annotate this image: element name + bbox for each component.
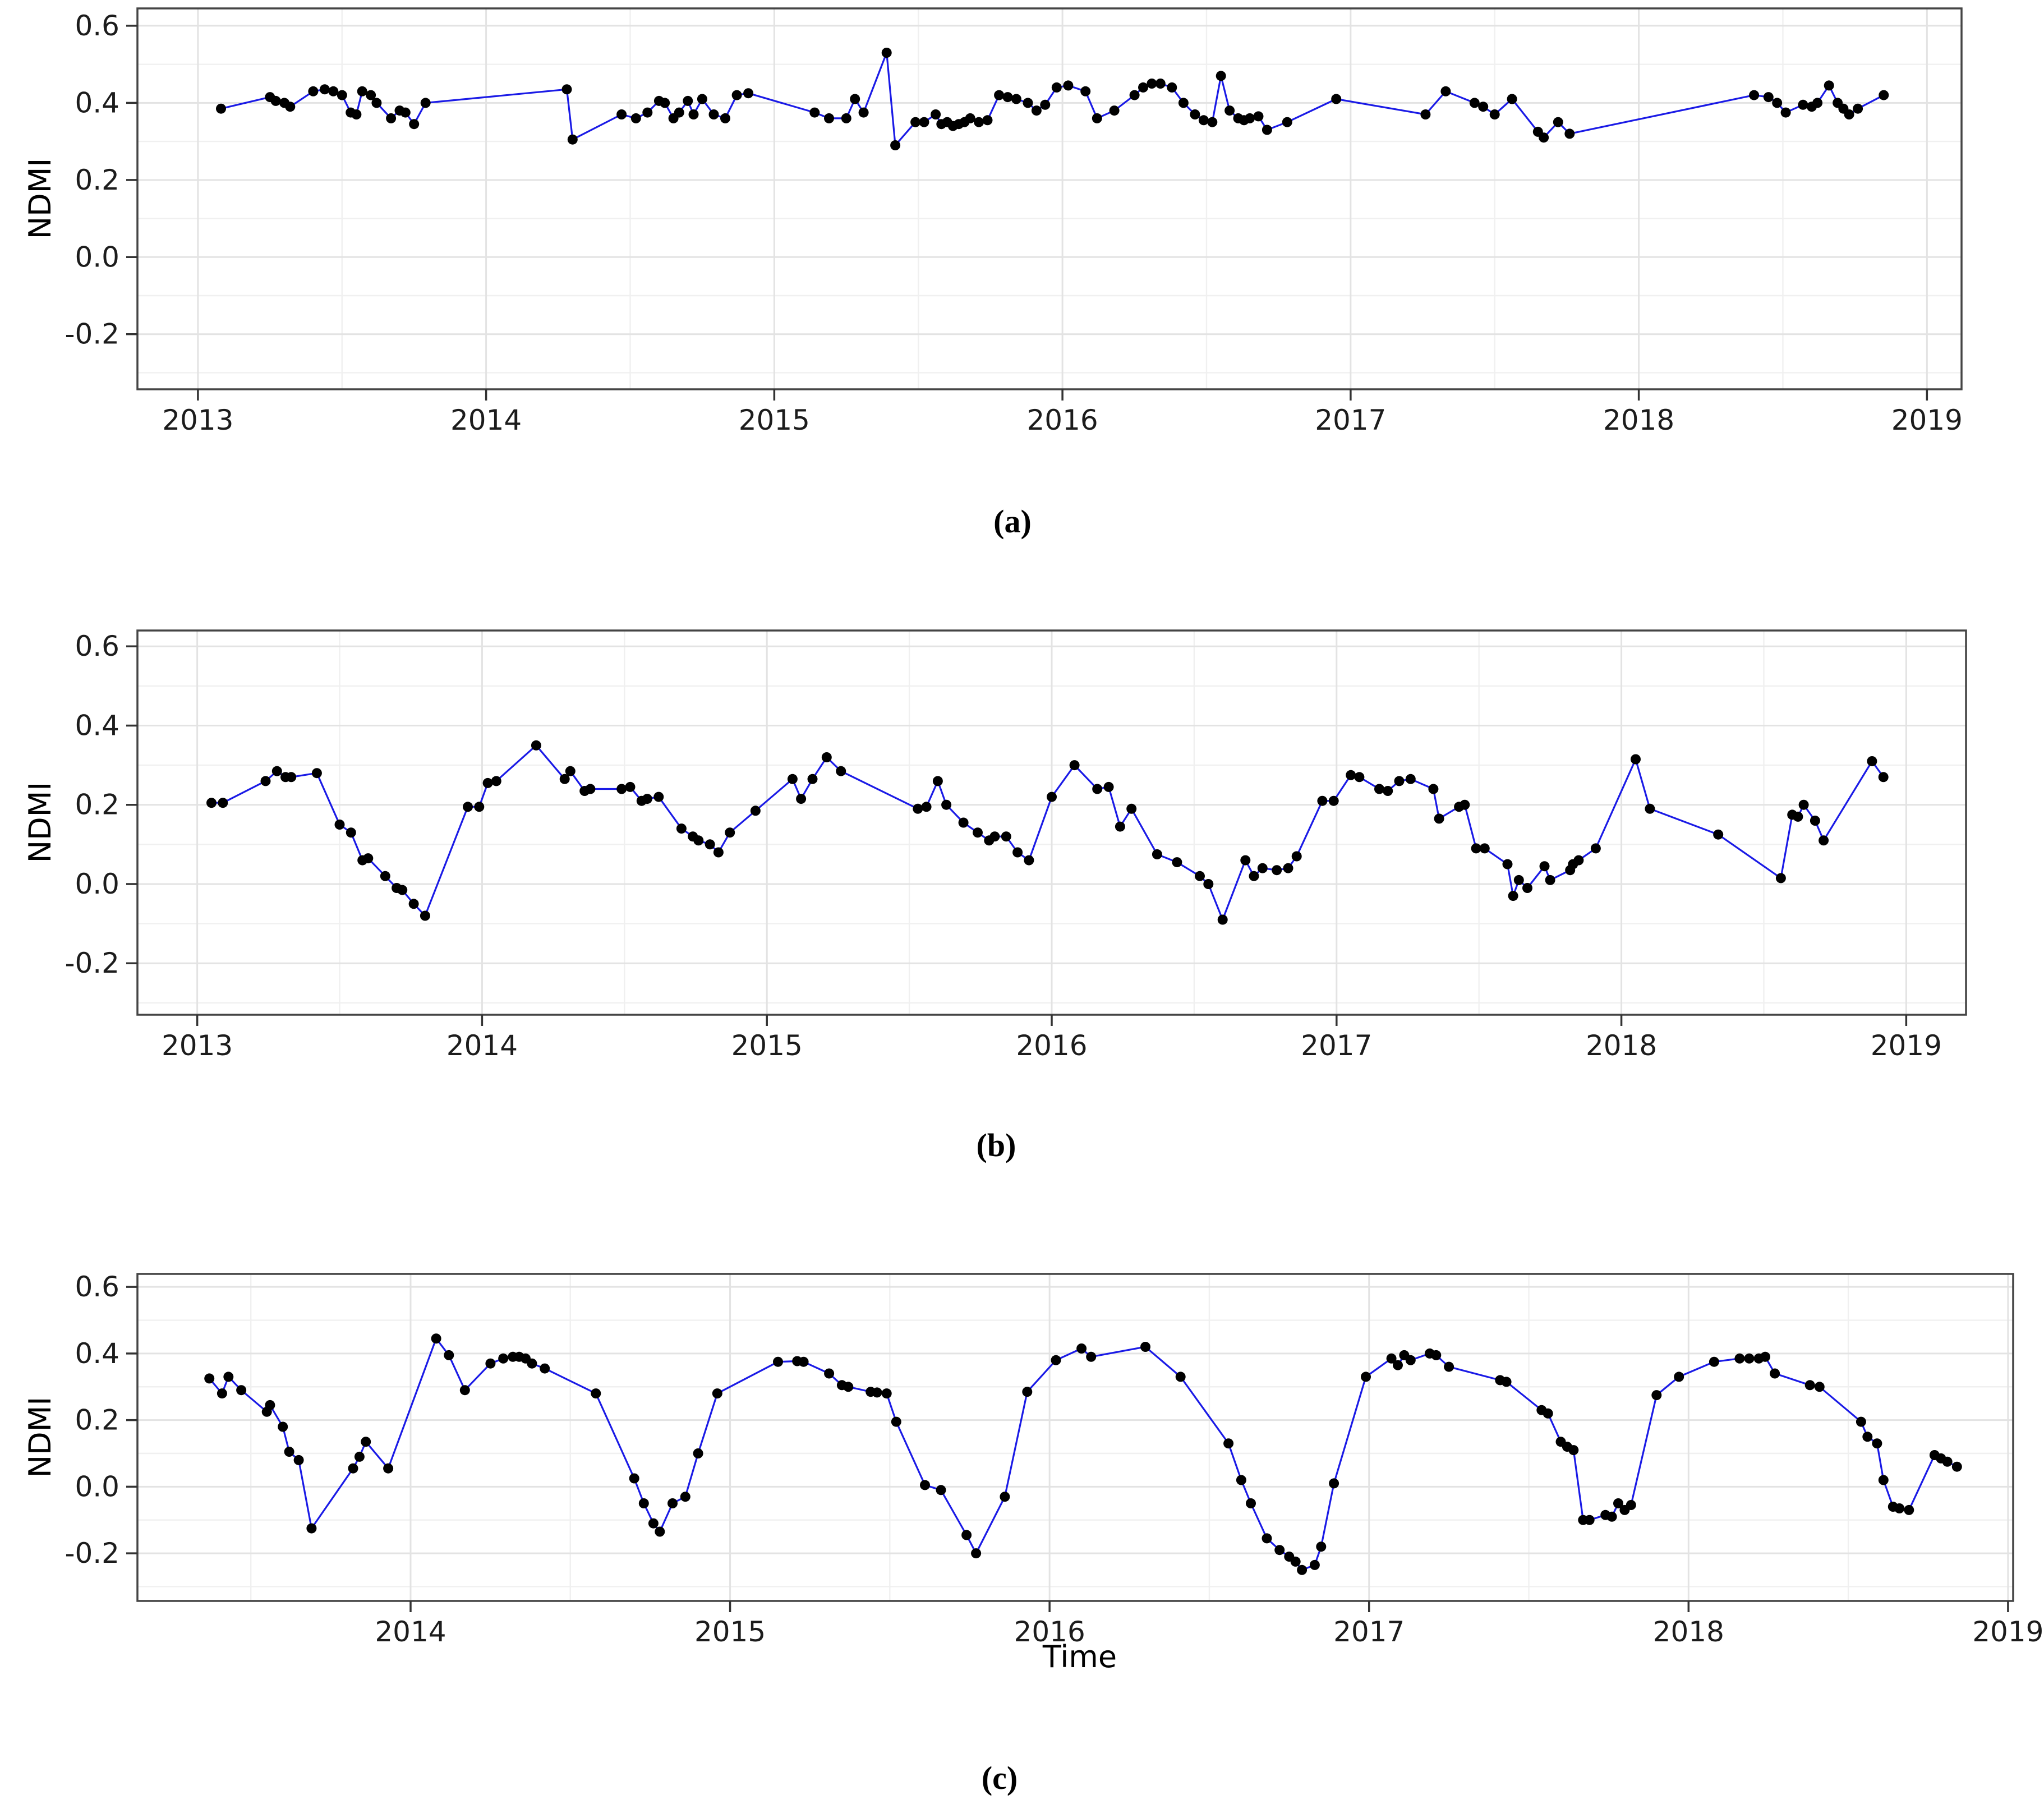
- caption-panel-b: (b): [977, 1126, 1016, 1164]
- x-tick-label: 2016: [1016, 1029, 1087, 1062]
- x-tick-label: 2017: [1333, 1616, 1405, 1648]
- chart-panels: 2013 2014 2015 2016 2017 2018 2019 0.6 0.4 0.2 0.0…: [65, 7, 2044, 1648]
- panel-c-x-axis-title: Time: [1042, 1639, 1117, 1674]
- x-tick-label: 2013: [162, 404, 233, 436]
- y-tick-label: 0.2: [75, 1404, 119, 1437]
- x-tick-label: 2013: [162, 1029, 233, 1062]
- caption-b-text: (b): [976, 1127, 1016, 1163]
- y-tick-label: 0.0: [75, 1470, 119, 1503]
- x-tick-label: 2015: [731, 1029, 803, 1062]
- x-tick-label: 2017: [1315, 404, 1386, 436]
- y-tick-label: 0.6: [75, 10, 119, 42]
- y-tick-label: 0.0: [75, 241, 119, 273]
- caption-panel-a: (a): [993, 503, 1032, 540]
- y-tick-label: 0.6: [75, 1271, 119, 1303]
- panel-c-y-axis-title: NDMI: [22, 1397, 58, 1478]
- x-tick-label: 2019: [1891, 404, 1963, 436]
- panel-a-y-axis-title: NDMI: [22, 158, 58, 240]
- caption-panel-c: (c): [982, 1759, 1018, 1797]
- panel-b-y-axis-title: NDMI: [22, 782, 58, 863]
- caption-c-text: (c): [981, 1760, 1018, 1796]
- y-tick-label: -0.2: [65, 318, 119, 351]
- x-tick-label: 2015: [739, 404, 810, 436]
- x-tick-label: 2016: [1014, 1616, 1085, 1648]
- x-tick-label: 2014: [375, 1616, 446, 1648]
- x-tick-label: 2014: [446, 1029, 518, 1062]
- x-tick-label: 2018: [1653, 1616, 1724, 1648]
- y-tick-label: 0.4: [75, 709, 119, 742]
- x-tick-label: 2016: [1026, 404, 1098, 436]
- caption-a-text: (a): [993, 503, 1032, 540]
- x-tick-label: 2018: [1603, 404, 1674, 436]
- y-tick-label: 0.0: [75, 868, 119, 900]
- x-tick-label: 2017: [1301, 1029, 1372, 1062]
- y-tick-label: -0.2: [65, 1537, 119, 1570]
- panel-a-plot: 2013 2014 2015 2016 2017 2018 2019 0.6 0.4 0.2 0.0…: [65, 7, 1963, 436]
- x-tick-label: 2014: [450, 404, 522, 436]
- y-tick-label: 0.2: [75, 164, 119, 196]
- panel-c-plot: 2014 2015 2016 2017 2018 2019 0.6 0.4 0.2 0.0 -0.2: [65, 1271, 2043, 1648]
- y-tick-label: 0.6: [75, 630, 119, 662]
- x-tick-label: 2019: [1871, 1029, 1942, 1062]
- x-tick-label: 2019: [1972, 1616, 2043, 1648]
- x-tick-label: 2018: [1586, 1029, 1657, 1062]
- x-tick-label: 2015: [694, 1616, 766, 1648]
- y-tick-label: 0.4: [75, 1337, 119, 1370]
- y-tick-label: 0.4: [75, 86, 119, 119]
- y-tick-label: -0.2: [65, 947, 119, 979]
- y-tick-label: 0.2: [75, 789, 119, 821]
- panel-b-plot: 2013 2014 2015 2016 2017 2018 2019 0.6 0.4 0.2 0.0…: [65, 629, 1967, 1062]
